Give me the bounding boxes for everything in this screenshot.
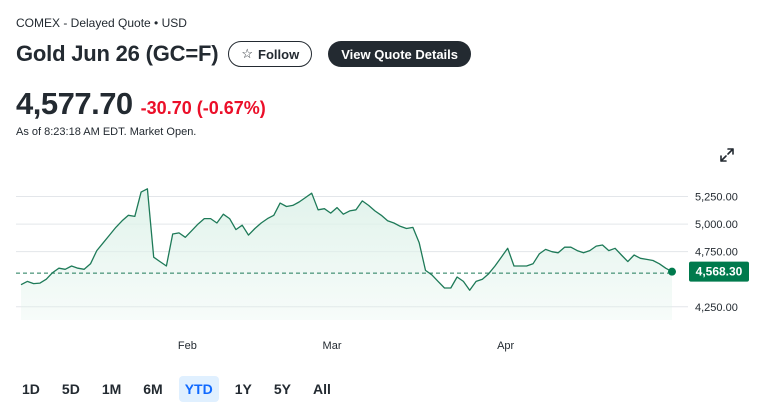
price-change: -30.70 (-0.67%) xyxy=(140,98,266,118)
follow-label: Follow xyxy=(258,46,300,62)
expand-icon[interactable] xyxy=(718,146,736,164)
range-button-1m[interactable]: 1M xyxy=(96,376,127,402)
star-icon: ☆ xyxy=(241,46,254,61)
range-button-1y[interactable]: 1Y xyxy=(229,376,258,402)
price-chart[interactable]: 5,250.00 5,000.00 4,750.00 4,250.00 Feb Mar Ap… xyxy=(0,180,768,360)
x-tick-label: Apr xyxy=(497,340,514,352)
x-tick-label: Mar xyxy=(323,340,342,352)
x-tick-label: Feb xyxy=(178,340,197,352)
view-quote-details-button[interactable]: View Quote Details xyxy=(328,41,471,67)
follow-button[interactable]: ☆ Follow xyxy=(228,41,313,67)
range-button-6m[interactable]: 6M xyxy=(137,376,168,402)
y-tick-label: 4,750.00 xyxy=(695,247,738,259)
exchange-info: COMEX - Delayed Quote • USD xyxy=(16,16,187,30)
price-area-fill xyxy=(21,188,672,320)
title-row: Gold Jun 26 (GC=F) ☆ Follow View Quote D… xyxy=(16,40,471,68)
y-tick-label: 5,250.00 xyxy=(695,192,738,204)
last-price-point xyxy=(668,267,676,276)
time-range-selector: 1D 5D 1M 6M YTD 1Y 5Y All xyxy=(16,376,347,402)
range-button-5d[interactable]: 5D xyxy=(56,376,86,402)
current-price: 4,577.70 xyxy=(16,86,133,121)
range-button-ytd[interactable]: YTD xyxy=(178,376,219,402)
range-button-5y[interactable]: 5Y xyxy=(268,376,297,402)
instrument-title: Gold Jun 26 (GC=F) xyxy=(16,41,219,66)
range-button-1d[interactable]: 1D xyxy=(16,376,46,402)
last-price-badge xyxy=(689,261,749,282)
y-tick-label: 4,250.00 xyxy=(695,302,738,314)
quote-timestamp: As of 8:23:18 AM EDT. Market Open. xyxy=(16,126,197,138)
range-button-all[interactable]: All xyxy=(307,376,337,402)
y-tick-label: 5,000.00 xyxy=(695,219,738,231)
last-price-label: 4,568.30 xyxy=(696,265,743,279)
price-series-line xyxy=(20,188,673,291)
price-row: 4,577.70 -30.70 (-0.67%) xyxy=(16,86,266,122)
